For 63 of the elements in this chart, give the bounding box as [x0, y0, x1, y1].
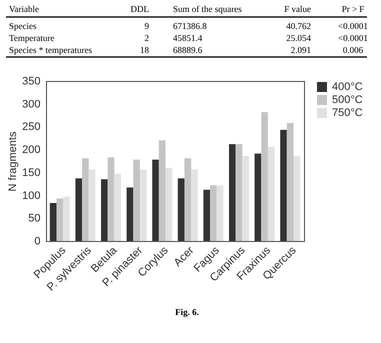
bar: [126, 188, 134, 241]
text: Variable: [9, 4, 39, 14]
y-tick-label: 350: [22, 76, 40, 88]
text: <0.0001: [338, 33, 368, 43]
bar: [63, 196, 70, 241]
legend-label: 400°C: [332, 81, 363, 93]
bar: [158, 140, 166, 241]
text: Pr > F: [342, 4, 364, 14]
bar: [140, 170, 147, 241]
bar: [101, 179, 108, 241]
text: 40.762: [286, 21, 311, 31]
text: Species * temperatures: [9, 45, 92, 55]
bar: [286, 123, 294, 241]
bar: [242, 156, 249, 241]
bar: [236, 144, 242, 241]
y-tick-label: 300: [22, 98, 40, 110]
text: <0.0001: [338, 21, 368, 31]
bar: [114, 174, 121, 241]
y-tick-label: 50: [28, 212, 40, 225]
bar: [184, 158, 192, 241]
bar: [166, 168, 172, 241]
text: 2.091: [290, 45, 311, 55]
text: Sum of the squares: [173, 4, 242, 14]
bar: [75, 178, 82, 241]
bar: [152, 160, 159, 241]
text: Species: [9, 21, 37, 31]
text: 671386.8: [173, 21, 208, 31]
text: 68889.6: [173, 45, 203, 55]
y-tick-label: 100: [22, 190, 40, 202]
bar: [229, 144, 236, 241]
bar: [178, 178, 184, 241]
text: 2: [144, 33, 149, 43]
text: Temperature: [9, 33, 54, 43]
y-axis-title: N fragments: [7, 131, 20, 192]
bar: [50, 203, 56, 241]
text: DDL: [130, 4, 149, 14]
text: 9: [144, 21, 150, 31]
bar: [294, 156, 300, 241]
text: 18: [140, 45, 150, 55]
text: 45851.4: [173, 33, 203, 43]
text: 0.006: [342, 45, 364, 55]
bar: [254, 154, 262, 241]
bar: [216, 186, 224, 241]
bar: [56, 198, 64, 241]
bar: [191, 169, 198, 241]
y-tick-label: 0: [34, 236, 40, 248]
text: 25.054: [286, 33, 312, 43]
bar: [261, 112, 268, 241]
bar: [280, 130, 287, 241]
bar: [82, 158, 89, 241]
caption: Fig. 6.: [175, 307, 199, 317]
bar: [88, 170, 96, 241]
legend-label: 750°C: [332, 107, 363, 119]
text: F value: [284, 4, 311, 14]
y-tick-label: 250: [22, 121, 40, 134]
y-tick-label: 200: [22, 144, 40, 156]
bar: [210, 185, 217, 241]
bar: [203, 190, 210, 241]
y-tick-label: 150: [22, 166, 40, 179]
bar: [133, 160, 140, 241]
legend-label: 500°C: [332, 94, 363, 106]
bar: [108, 157, 114, 241]
bar: [268, 146, 275, 241]
